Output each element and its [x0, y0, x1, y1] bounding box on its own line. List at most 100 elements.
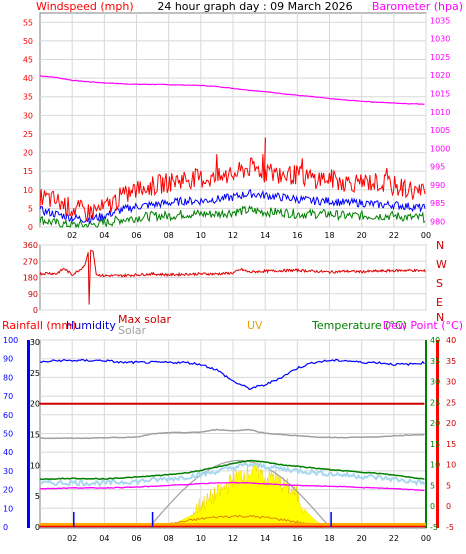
- direction-tick-label: 270: [23, 257, 38, 266]
- rainfall-tick-label: 20: [30, 400, 40, 409]
- barometer-tick-label: 1010: [430, 108, 450, 117]
- legend-dew-point: Dew Point (°C): [383, 319, 463, 332]
- humidity-tick-label: 90: [3, 355, 13, 364]
- climate-x-tick-label: 04: [99, 534, 109, 543]
- barometer-tick-label: 990: [430, 181, 445, 190]
- dewpoint-tick-label: 25: [446, 398, 456, 407]
- dewpoint-tick-label: 30: [446, 378, 456, 387]
- climate-axes: 0102030405060708090100051015202530-50510…: [3, 336, 456, 532]
- wind-tick-label: 10: [23, 186, 33, 195]
- barometer-tick-label: 995: [430, 163, 445, 172]
- barometer-tick-label: 985: [430, 199, 445, 208]
- barometer-axis-ticks: 980 985 990 995 1000 1005 1010 1015 1020 1025 1030…: [430, 16, 450, 226]
- wind-tick-label: 30: [23, 111, 33, 120]
- legend-humidity: Humidity: [66, 319, 116, 332]
- wind-tick-label: 45: [23, 56, 33, 65]
- direction-tick-label: 90: [28, 290, 38, 299]
- wind-x-tick-label: 20: [357, 231, 367, 240]
- humidity-tick-label: 20: [3, 486, 13, 495]
- compass-tick-label: E: [436, 296, 443, 309]
- wind-x-tick-label: 04: [99, 231, 109, 240]
- bottom-legend: Rainfall (mm) Humidity Max solar Solar U…: [2, 313, 463, 337]
- wind-x-axis-ticks: 02 04 06 08 10 12 14 16 18 20 22 00: [67, 231, 431, 240]
- wind-tick-label: 20: [23, 149, 33, 158]
- uv-line: [155, 514, 322, 528]
- barometer-tick-label: 1035: [430, 16, 450, 25]
- compass-tick-label: N: [436, 311, 444, 324]
- dewpoint-tick-label: 10: [446, 461, 456, 470]
- compass-tick-label: W: [436, 258, 447, 271]
- direction-tick-label: 180: [23, 274, 38, 283]
- wind-gust-line: [39, 154, 426, 222]
- climate-x-tick-label: 20: [357, 534, 367, 543]
- wind-tick-label: 55: [23, 18, 33, 27]
- wind-minimum-line: [39, 205, 426, 229]
- climate-x-axis-ticks: 02 04 06 08 10 12 14 16 18 20 22 00: [67, 534, 431, 543]
- dewpoint-tick-label: 20: [446, 419, 456, 428]
- climate-x-tick-label: 16: [292, 534, 302, 543]
- wind-gust-peak: [263, 137, 266, 183]
- humidity-tick-label: 10: [3, 504, 13, 513]
- dew-point-line: [39, 481, 425, 492]
- humidity-axis-bar: [27, 340, 30, 528]
- legend-max-solar: Max solar: [118, 313, 171, 326]
- wind-x-tick-label: 06: [131, 231, 141, 240]
- climate-x-tick-label: 06: [131, 534, 141, 543]
- humidity-line: [39, 358, 425, 390]
- direction-tick-label: 360: [23, 241, 38, 250]
- barometer-line: [39, 75, 425, 105]
- legend-temperature: Temperature (°C): [311, 319, 407, 332]
- max-solar-curve: [148, 459, 330, 528]
- barometer-tick-label: 1030: [430, 35, 450, 44]
- wind-x-tick-label: 14: [260, 231, 270, 240]
- dewpoint-tick-label: 40: [446, 336, 456, 345]
- wind-panel-grid: [40, 13, 427, 228]
- dewpoint-tick-label: 15: [446, 440, 456, 449]
- legend-solar: Solar: [118, 324, 147, 337]
- humidity-tick-label: 50: [3, 430, 13, 439]
- humidity-tick-label: 40: [3, 448, 13, 457]
- climate-x-tick-label: 12: [228, 534, 238, 543]
- temperature-tick-label: 10: [430, 461, 440, 470]
- rainfall-tick-label: 25: [30, 369, 40, 378]
- humidity-tick-label: 30: [3, 467, 13, 476]
- climate-x-tick-label: 18: [324, 534, 334, 543]
- temperature-tick-label: 25: [430, 398, 440, 407]
- direction-panel-grid: [40, 244, 427, 311]
- daylight-bar: [40, 523, 426, 526]
- dewpoint-tick-label: 0: [446, 502, 451, 511]
- humidity-tick-label: 100: [3, 336, 18, 345]
- wind-x-tick-label: 10: [196, 231, 206, 240]
- wind-x-tick-label: 12: [228, 231, 238, 240]
- temperature-tick-label: 0: [430, 502, 435, 511]
- wind-average-line: [39, 189, 426, 225]
- barometer-tick-label: 1005: [430, 126, 450, 135]
- wind-direction-line: [39, 249, 426, 305]
- rainfall-tick-label: 0: [35, 523, 40, 532]
- rainfall-tick-label: 10: [30, 461, 40, 470]
- climate-x-tick-label: 22: [389, 534, 399, 543]
- direction-axis-ticks: 0 90 180 270 360: [23, 241, 38, 315]
- apparent-temperature-line: [39, 461, 426, 487]
- barometer-tick-label: 1025: [430, 53, 450, 62]
- climate-x-tick-label: 08: [164, 534, 174, 543]
- temperature-tick-label: 15: [430, 440, 440, 449]
- barometer-axis-label: Barometer (hpa): [372, 0, 463, 13]
- wind-tick-label: 25: [23, 130, 33, 139]
- humidity-tick-label: 0: [3, 523, 8, 532]
- wind-x-tick-label: 16: [292, 231, 302, 240]
- wind-tick-label: 0: [28, 223, 33, 232]
- temperature-tick-label: 30: [430, 378, 440, 387]
- rainfall-tick-label: 5: [35, 492, 40, 501]
- temperature-tick-label: -5: [430, 523, 438, 532]
- climate-x-tick-label: 02: [67, 534, 77, 543]
- wind-tick-label: 5: [28, 204, 33, 213]
- dewpoint-tick-label: 35: [446, 357, 456, 366]
- wind-x-tick-label: 02: [67, 231, 77, 240]
- temperature-tick-label: 35: [430, 357, 440, 366]
- barometer-tick-label: 1015: [430, 89, 450, 98]
- direction-series: [39, 249, 426, 305]
- wind-x-tick-label: 08: [164, 231, 174, 240]
